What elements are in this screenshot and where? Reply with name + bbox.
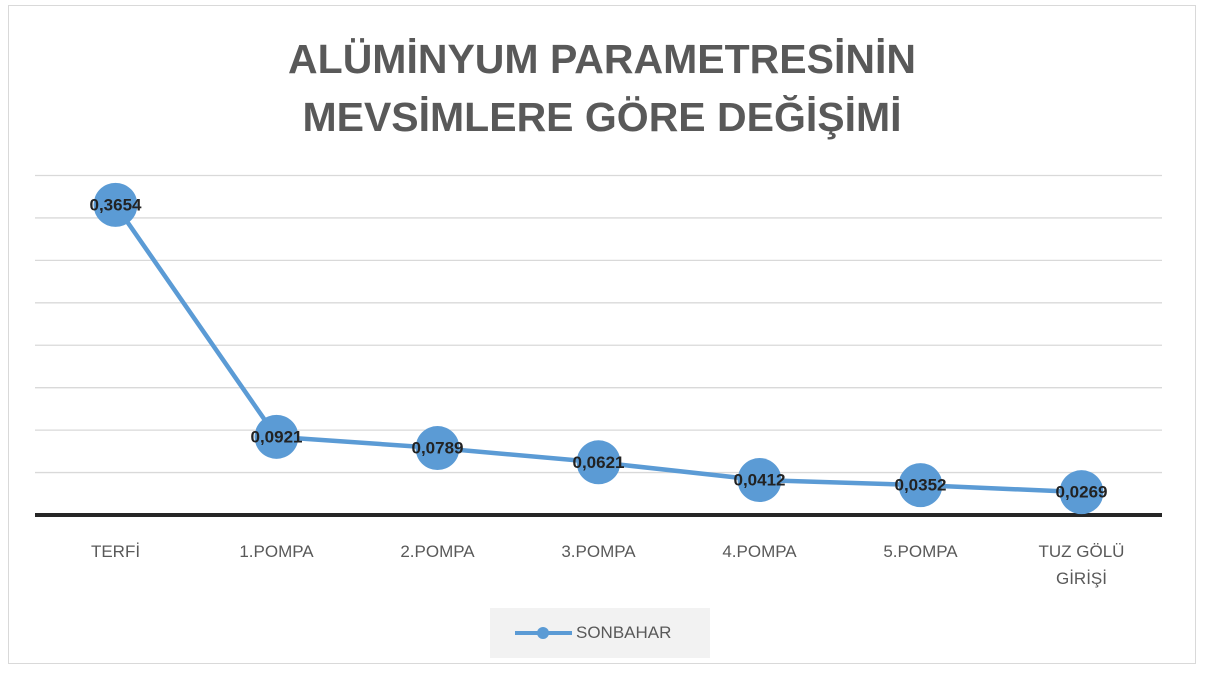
x-tick-label: 4.POMPA — [722, 542, 797, 561]
x-tick-label: 1.POMPA — [239, 542, 314, 561]
marker — [1059, 470, 1104, 515]
marker — [415, 426, 460, 471]
chart-title: ALÜMİNYUM PARAMETRESİNİN MEVSİMLERE GÖRE… — [288, 36, 916, 140]
data-label: 0,0412 — [734, 471, 786, 490]
chart-frame — [8, 5, 1196, 664]
marker — [737, 458, 782, 503]
x-tick-label: TERFİ — [90, 542, 141, 561]
x-tick-label: 5.POMPA — [883, 542, 958, 561]
data-label: 0,0269 — [1056, 483, 1108, 502]
marker — [93, 182, 138, 227]
data-label: 0,3654 — [90, 195, 143, 214]
data-label: 0,0789 — [412, 439, 464, 458]
x-tick-label: TUZ GÖLÜ GİRİŞİ — [1038, 542, 1125, 588]
x-tick-label: 2.POMPA — [400, 542, 475, 561]
data-label: 0,0352 — [895, 476, 947, 495]
data-label: 0,0621 — [573, 453, 625, 472]
legend: SONBAHAR — [490, 608, 710, 658]
marker — [254, 414, 299, 459]
x-tick-label: 3.POMPA — [561, 542, 636, 561]
data-label: 0,0921 — [251, 427, 303, 446]
legend-label: SONBAHAR — [576, 623, 672, 642]
legend-swatch — [515, 627, 572, 639]
marker — [898, 463, 943, 508]
marker — [576, 440, 621, 485]
